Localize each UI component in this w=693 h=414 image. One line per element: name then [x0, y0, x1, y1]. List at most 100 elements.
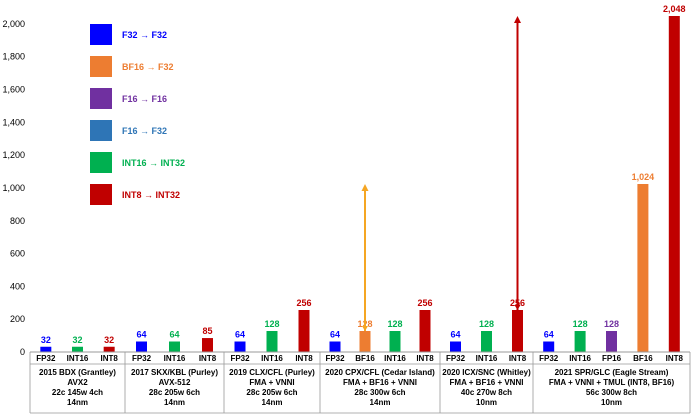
- bar-fp32: [234, 341, 246, 352]
- y-tick-label: 0: [20, 347, 25, 357]
- y-tick-label: 1,600: [2, 85, 25, 95]
- bar-fp16: [606, 331, 617, 352]
- group-label: 2017 SKX/KBL (Purley): [131, 368, 218, 377]
- y-tick-label: 2,000: [2, 19, 25, 29]
- group-label: 28c 300w 6ch: [354, 388, 405, 397]
- group-label: 2020 CPX/CFL (Cedar Island): [325, 368, 435, 377]
- group-label: 28c 205w 6ch: [246, 388, 297, 397]
- legend: F32 → F32 BF16 → F32 F16 → F16 F16 → F32 INT…: [90, 24, 185, 205]
- legend-swatch: [90, 56, 112, 77]
- group-label: AVX-512: [159, 378, 191, 387]
- category-label: INT8: [295, 354, 313, 363]
- arrow-tail: [514, 305, 521, 310]
- data-label: 2,048: [663, 4, 686, 14]
- bar-fp32: [543, 341, 555, 352]
- data-label: 1,024: [632, 172, 655, 182]
- legend-label: F16 → F32: [122, 126, 167, 136]
- category-label: INT16: [569, 354, 591, 363]
- group-label: 56c 300w 8ch: [586, 388, 637, 397]
- legend-swatch: [90, 120, 112, 141]
- data-label: 32: [72, 335, 82, 345]
- arrow-tail: [362, 326, 368, 331]
- category-label: FP32: [132, 354, 152, 363]
- legend-label: F32 → F32: [122, 30, 167, 40]
- y-tick-label: 800: [10, 216, 25, 226]
- category-label: FP32: [446, 354, 466, 363]
- category-label: INT8: [509, 354, 527, 363]
- data-label: 64: [235, 330, 245, 340]
- category-label: INT16: [164, 354, 186, 363]
- group-label: 2019 CLX/CFL (Purley): [229, 368, 315, 377]
- category-label: INT16: [384, 354, 406, 363]
- data-label: 256: [417, 298, 432, 308]
- category-label: INT16: [67, 354, 89, 363]
- group-label: FMA + BF16 + VNNI: [343, 378, 417, 387]
- bar-int16: [266, 331, 278, 352]
- legend-label: INT16 → INT32: [122, 158, 185, 168]
- bar-int16: [72, 346, 83, 352]
- group-label: 22c 145w 4ch: [52, 388, 103, 397]
- group-label: AVX2: [67, 378, 88, 387]
- y-tick-label: 1,400: [2, 117, 25, 127]
- data-label: 64: [544, 330, 554, 340]
- category-label: INT16: [476, 354, 498, 363]
- group-label: 2015 BDX (Grantley): [39, 368, 116, 377]
- x-axis: FP32 INT16 INT8 2015 BDX (Grantley)AVX222c …: [29, 351, 691, 414]
- category-label: FP32: [539, 354, 559, 363]
- y-axis: 0 200 400 600 800 1,000 1,200 1,400 1,600 1,800 2,…: [2, 19, 25, 357]
- category-label: INT8: [416, 354, 434, 363]
- legend-label: BF16 → F32: [122, 62, 174, 72]
- data-label: 64: [330, 330, 340, 340]
- group-label: 14nm: [67, 398, 88, 407]
- category-label: BF16: [633, 354, 653, 363]
- bar-bf16: [637, 184, 649, 352]
- bar-fp32: [136, 341, 147, 352]
- category-label: INT16: [261, 354, 283, 363]
- bar-int16: [481, 331, 492, 352]
- data-label: 128: [264, 319, 279, 329]
- group-label: FMA + BF16 + VNNI: [450, 378, 524, 387]
- category-label: INT8: [199, 354, 217, 363]
- bar-int8: [668, 16, 680, 352]
- data-label: 64: [450, 330, 460, 340]
- y-tick-label: 1,800: [2, 52, 25, 62]
- data-label: 64: [169, 330, 179, 340]
- y-tick-label: 400: [10, 281, 25, 291]
- group-label: FMA + VNNI: [249, 378, 294, 387]
- category-label: FP32: [36, 354, 56, 363]
- legend-swatch: [90, 24, 112, 45]
- bar-int8: [512, 310, 523, 352]
- bar-int8: [103, 346, 115, 352]
- legend-swatch: [90, 88, 112, 109]
- bar-int16: [169, 341, 180, 352]
- category-label: INT8: [100, 354, 118, 363]
- data-label: 64: [136, 330, 146, 340]
- legend-label: INT8 → INT32: [122, 190, 180, 200]
- arrows-layer: [361, 16, 521, 331]
- group-label: 2020 ICX/SNC (Whitley): [442, 368, 531, 377]
- group-label: 40c 270w 8ch: [461, 388, 512, 397]
- group-label: 14nm: [370, 398, 391, 407]
- y-tick-label: 200: [10, 314, 25, 324]
- data-label: 32: [41, 335, 51, 345]
- legend-swatch: [90, 184, 112, 205]
- category-label: FP32: [230, 354, 250, 363]
- data-label: 32: [104, 335, 114, 345]
- y-tick-label: 1,200: [2, 150, 25, 160]
- bars-layer: 3232326464856412825664128128256641282566…: [40, 4, 686, 352]
- data-label: 256: [296, 298, 311, 308]
- bar-fp32: [450, 341, 461, 352]
- group-label: 28c 205w 6ch: [149, 388, 200, 397]
- bar-int8: [298, 310, 310, 352]
- bar-fp32: [329, 341, 341, 352]
- arrow-head: [361, 184, 369, 191]
- bar-int8: [419, 310, 431, 352]
- legend-swatch: [90, 152, 112, 173]
- y-tick-label: 1,000: [2, 183, 25, 193]
- group-label: FMA + VNNI + TMUL (INT8, BF16): [549, 378, 675, 387]
- arrow-head: [514, 16, 521, 23]
- category-label: BF16: [355, 354, 375, 363]
- bar-int16: [389, 331, 401, 352]
- bar-bf16: [359, 331, 371, 352]
